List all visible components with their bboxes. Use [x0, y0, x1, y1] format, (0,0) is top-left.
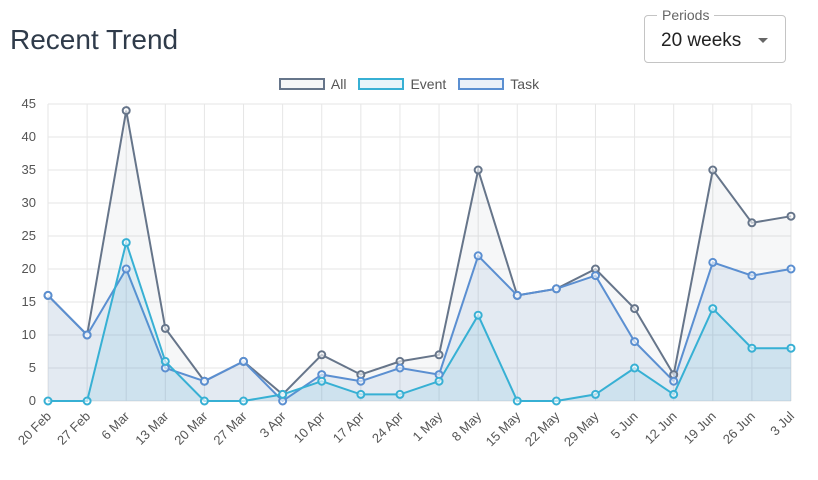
data-point-task	[708, 257, 718, 267]
data-point-task	[747, 271, 757, 281]
data-point-event	[199, 396, 209, 406]
legend-item-all[interactable]: All	[278, 76, 347, 92]
y-tick-label: 40	[22, 129, 36, 144]
x-tick-label: 27 Feb	[54, 409, 93, 448]
data-point-event	[747, 343, 757, 353]
data-point-event	[317, 376, 327, 386]
data-point-all	[434, 350, 444, 360]
data-point-all	[708, 165, 718, 175]
x-tick-label: 22 May	[522, 408, 563, 449]
data-point-event	[43, 396, 53, 406]
data-point-event	[786, 343, 796, 353]
periods-label: Periods	[657, 7, 715, 23]
y-tick-label: 5	[29, 360, 36, 375]
data-point-event	[278, 389, 288, 399]
data-point-event	[551, 396, 561, 406]
data-point-event	[512, 396, 522, 406]
x-tick-label: 12 Jun	[642, 409, 680, 447]
x-tick-label: 13 Mar	[132, 408, 172, 448]
data-point-event	[473, 310, 483, 320]
x-tick-label: 29 May	[561, 408, 602, 449]
data-point-event	[590, 389, 600, 399]
legend-label: All	[330, 76, 347, 92]
data-point-event	[669, 389, 679, 399]
x-tick-label: 6 Mar	[98, 408, 133, 443]
legend-swatch	[458, 78, 505, 90]
x-tick-label: 24 Apr	[369, 408, 407, 446]
data-point-task	[43, 290, 53, 300]
x-tick-label: 26 Jun	[720, 409, 758, 447]
data-point-event	[239, 396, 249, 406]
legend-item-event[interactable]: Event	[358, 76, 446, 92]
x-tick-label: 1 May	[410, 408, 446, 444]
y-tick-label: 25	[22, 228, 36, 243]
data-point-task	[199, 376, 209, 386]
data-point-task	[786, 264, 796, 274]
periods-select[interactable]: Periods 20 weeks	[644, 7, 786, 63]
data-point-task	[121, 264, 131, 274]
chart-legend: All Event Task	[0, 76, 818, 92]
x-tick-label: 10 Apr	[291, 408, 329, 446]
y-tick-label: 45	[22, 96, 36, 111]
y-tick-label: 0	[29, 393, 36, 408]
series-line-all	[47, 110, 792, 396]
x-tick-label: 5 Jun	[608, 409, 641, 442]
y-tick-label: 35	[22, 162, 36, 177]
x-tick-label: 17 Apr	[330, 408, 368, 446]
x-tick-label: 3 Jul	[767, 408, 797, 438]
data-point-task	[473, 251, 483, 261]
legend-swatch	[358, 78, 405, 90]
data-point-event	[395, 389, 405, 399]
y-tick-label: 15	[22, 294, 36, 309]
periods-value: 20 weeks	[661, 30, 742, 51]
card-title: Recent Trend	[10, 24, 179, 55]
data-point-event	[434, 376, 444, 386]
x-tick-label: 3 Apr	[257, 408, 290, 441]
data-point-event	[708, 304, 718, 314]
data-point-event	[630, 363, 640, 373]
data-point-task	[395, 363, 405, 373]
data-point-event	[160, 356, 170, 366]
data-point-all	[747, 218, 757, 228]
data-point-task	[590, 271, 600, 281]
data-point-all	[121, 106, 131, 116]
x-tick-label: 20 Mar	[171, 408, 211, 448]
legend-label: Task	[510, 76, 540, 92]
data-point-event	[121, 238, 131, 248]
x-tick-label: 19 Jun	[681, 409, 719, 447]
y-tick-label: 10	[22, 327, 36, 342]
x-tick-label: 15 May	[483, 408, 524, 449]
series-line-event	[48, 238, 791, 402]
data-point-task	[356, 376, 366, 386]
data-point-task	[82, 330, 92, 340]
legend-swatch	[278, 78, 325, 90]
data-point-task	[239, 356, 249, 366]
data-point-task	[669, 376, 679, 386]
x-tick-label: 20 Feb	[15, 409, 54, 448]
legend-label: Event	[410, 76, 447, 92]
data-point-event	[82, 396, 92, 406]
data-point-all	[630, 304, 640, 314]
data-point-all	[786, 211, 796, 221]
y-tick-label: 30	[22, 195, 36, 210]
data-point-task	[512, 290, 522, 300]
data-point-all	[160, 323, 170, 333]
x-tick-label: 27 Mar	[210, 408, 250, 448]
data-point-all	[317, 350, 327, 360]
series-area-all	[48, 110, 791, 401]
data-point-all	[473, 165, 483, 175]
legend-item-task[interactable]: Task	[458, 76, 539, 92]
data-point-task	[551, 284, 561, 294]
data-point-task	[630, 337, 640, 347]
x-tick-label: 8 May	[449, 408, 485, 444]
chevron-down-icon	[758, 38, 768, 43]
y-tick-label: 20	[22, 261, 36, 276]
series-line-task	[47, 253, 792, 403]
data-point-event	[356, 389, 366, 399]
